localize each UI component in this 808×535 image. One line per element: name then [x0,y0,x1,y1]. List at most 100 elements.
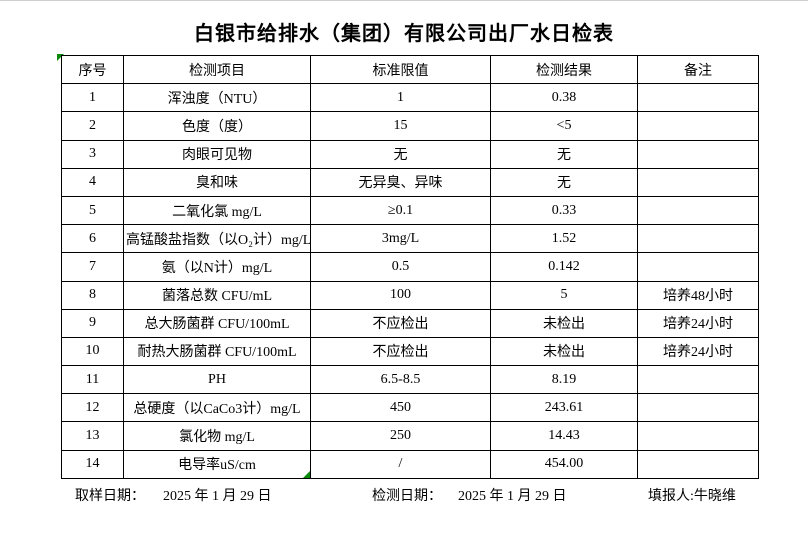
cell-item: 高锰酸盐指数（以O₂计）mg/L [123,224,311,254]
cell-result: 1.52 [490,224,638,254]
table-row: 11 PH 6.5-8.5 8.19 [61,365,759,395]
cell-no: 10 [61,336,124,367]
col-header-no: 序号 [61,54,124,85]
cell-note [637,449,759,480]
footer: 取样日期： 2025 年 1 月 29 日 检测日期： 2025 年 1 月 2… [0,485,808,505]
col-header-note: 备注 [637,54,759,85]
table-row: 9 总大肠菌群 CFU/100mL 不应检出 未检出 培养24小时 [61,308,759,338]
cell-result: 8.19 [490,365,638,395]
table-row: 10 耐热大肠菌群 CFU/100mL 不应检出 未检出 培养24小时 [61,336,759,367]
cell-result: 无 [490,139,638,169]
cell-note [637,421,759,451]
cell-result: 243.61 [490,393,638,423]
cell-note [637,139,759,169]
cell-no: 12 [61,393,124,423]
header-row: 序号 检测项目 标准限值 检测结果 备注 [61,54,759,85]
cell-item: 色度（度） [123,111,311,141]
col-header-item: 检测项目 [123,54,311,85]
cell-result: 无 [490,167,638,197]
cell-no: 5 [61,195,124,226]
cell-item: 臭和味 [123,167,311,197]
cell-note [637,167,759,197]
cell-limit: 不应检出 [310,336,491,367]
col-header-result: 检测结果 [490,54,638,85]
cell-note: 培养48小时 [637,280,759,310]
cell-result: 454.00 [490,449,638,480]
page-title: 白银市给排水（集团）有限公司出厂水日检表 [194,23,614,45]
inspection-table: 序号 检测项目 标准限值 检测结果 备注 1 浑浊度（NTU） 1 0.38 2… [61,54,759,480]
cell-no: 7 [61,252,124,282]
col-header-limit: 标准限值 [310,54,491,85]
cell-item: 总大肠菌群 CFU/100mL [123,308,311,338]
cell-limit: 无 [310,139,491,169]
cell-no: 14 [61,449,124,480]
cell-item: 氯化物 mg/L [123,421,311,451]
cell-no: 9 [61,308,124,338]
cell-limit: ≥0.1 [310,195,491,226]
cell-item: 浑浊度（NTU） [123,83,311,113]
sample-date-label: 取样日期： [75,489,145,504]
cell-no: 13 [61,421,124,451]
cell-limit: / [310,449,491,480]
cell-note [637,111,759,141]
table-row: 4 臭和味 无异臭、异味 无 [61,167,759,197]
cell-result: 0.38 [490,83,638,113]
reporter-name: 填报人:牛晓维 [648,489,736,504]
table-row: 14 电导率uS/cm / 454.00 [61,449,759,480]
cell-no: 6 [61,224,124,254]
cell-note [637,393,759,423]
cell-item: PH [123,365,311,395]
cell-result: 未检出 [490,308,638,338]
cell-note: 培养24小时 [637,336,759,367]
table-row: 1 浑浊度（NTU） 1 0.38 [61,83,759,113]
table-row: 12 总硬度（以CaCo3计）mg/L 450 243.61 [61,393,759,423]
cell-limit: 250 [310,421,491,451]
cell-limit: 无异臭、异味 [310,167,491,197]
cell-note [637,195,759,226]
cell-no: 2 [61,111,124,141]
cell-item: 氨（以N计）mg/L [123,252,311,282]
table-row: 7 氨（以N计）mg/L 0.5 0.142 [61,252,759,282]
cell-limit: 6.5-8.5 [310,365,491,395]
cell-result: 5 [490,280,638,310]
test-date-value: 2025 年 1 月 29 日 [458,489,567,504]
cell-no: 8 [61,280,124,310]
cell-limit: 15 [310,111,491,141]
table-row: 3 肉眼可见物 无 无 [61,139,759,169]
cell-limit: 1 [310,83,491,113]
cell-limit: 450 [310,393,491,423]
table-row: 5 二氧化氯 mg/L ≥0.1 0.33 [61,195,759,226]
cell-result: 0.142 [490,252,638,282]
cell-result: 未检出 [490,336,638,367]
cell-note [637,365,759,395]
sample-date-value: 2025 年 1 月 29 日 [163,489,272,504]
cell-no: 4 [61,167,124,197]
test-date-label: 检测日期： [372,489,442,504]
green-corner-marker-icon [57,54,64,61]
cell-limit: 不应检出 [310,308,491,338]
cell-item: 菌落总数 CFU/mL [123,280,311,310]
cell-item: 二氧化氯 mg/L [123,195,311,226]
cell-limit: 3mg/L [310,224,491,254]
cell-note [637,83,759,113]
table-row: 13 氯化物 mg/L 250 14.43 [61,421,759,451]
cell-note: 培养24小时 [637,308,759,338]
cell-limit: 0.5 [310,252,491,282]
table-row: 6 高锰酸盐指数（以O₂计）mg/L 3mg/L 1.52 [61,224,759,254]
cell-no: 11 [61,365,124,395]
cell-note [637,224,759,254]
table-row: 2 色度（度） 15 <5 [61,111,759,141]
cell-item: 耐热大肠菌群 CFU/100mL [123,336,311,367]
cell-result: 0.33 [490,195,638,226]
cell-result: 14.43 [490,421,638,451]
cell-item: 总硬度（以CaCo3计）mg/L [123,393,311,423]
cell-result: <5 [490,111,638,141]
cell-item: 电导率uS/cm [123,449,311,480]
cell-no: 1 [61,83,124,113]
cell-limit: 100 [310,280,491,310]
cell-no: 3 [61,139,124,169]
cell-item: 肉眼可见物 [123,139,311,169]
table-row: 8 菌落总数 CFU/mL 100 5 培养48小时 [61,280,759,310]
cell-note [637,252,759,282]
